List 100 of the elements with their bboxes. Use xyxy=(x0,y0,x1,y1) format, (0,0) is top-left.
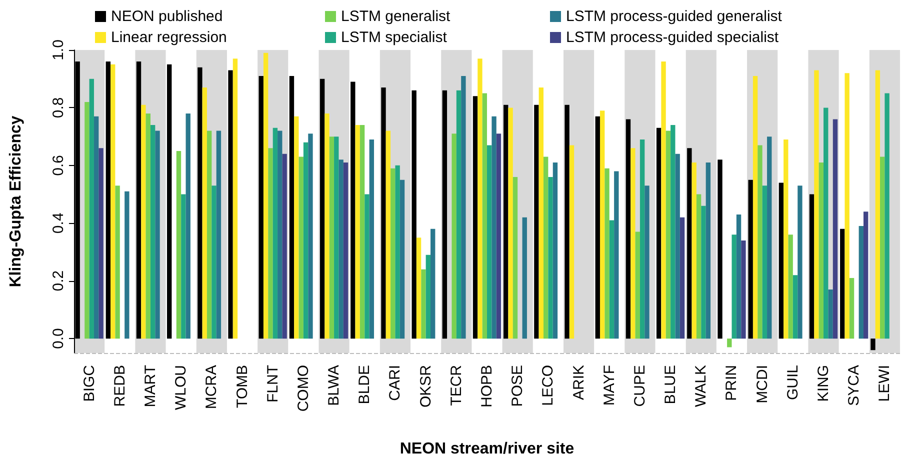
bar xyxy=(666,130,671,339)
x-tick-label: CARI xyxy=(386,365,404,401)
bar xyxy=(206,130,212,339)
bar xyxy=(644,186,650,339)
bar xyxy=(630,148,636,339)
bar xyxy=(792,275,798,339)
bar xyxy=(809,194,814,339)
bar xyxy=(198,67,202,339)
bar xyxy=(732,234,736,339)
bar xyxy=(814,70,819,339)
bar xyxy=(360,125,365,339)
bar xyxy=(832,119,838,339)
bar xyxy=(778,182,784,339)
bar xyxy=(212,186,216,339)
bar xyxy=(461,76,466,339)
bar xyxy=(426,254,431,339)
bar xyxy=(216,130,222,339)
y-axis-title: Kling-Gupta Efficiency xyxy=(8,116,24,288)
bar xyxy=(369,139,374,339)
x-tick-label: HOPB xyxy=(478,365,496,408)
bar xyxy=(228,70,233,339)
bar xyxy=(522,217,527,339)
bar xyxy=(640,139,645,339)
x-tick-label: GUIL xyxy=(784,365,802,400)
bar xyxy=(400,180,405,339)
bar xyxy=(844,73,850,339)
bar xyxy=(670,125,676,339)
x-tick-label: BLDE xyxy=(356,365,374,404)
y-tick-label: 1.0 xyxy=(50,40,67,60)
bar xyxy=(232,58,238,339)
bar xyxy=(343,162,348,339)
y-tick-label: 0.8 xyxy=(50,97,67,118)
bar xyxy=(680,217,685,339)
bar xyxy=(89,78,94,339)
bar xyxy=(395,165,400,339)
bar xyxy=(324,113,330,339)
bar xyxy=(124,191,130,339)
x-tick-label: REDB xyxy=(111,365,128,407)
x-tick-label: CUPE xyxy=(631,365,648,407)
bar xyxy=(430,228,436,339)
bar xyxy=(176,151,182,339)
x-tick-label: ARIK xyxy=(570,365,588,400)
x-tick-label: WLOU xyxy=(172,365,190,410)
bar xyxy=(884,93,890,339)
bar xyxy=(798,186,802,339)
bar xyxy=(784,139,788,339)
x-tick-label: KING xyxy=(815,365,832,402)
bar xyxy=(706,162,711,339)
bar xyxy=(146,113,150,339)
bar xyxy=(115,186,120,339)
x-tick-label: LEWI xyxy=(876,365,894,402)
bar xyxy=(548,176,553,339)
bar xyxy=(687,148,692,339)
x-tick-label: POSE xyxy=(509,365,526,407)
bar xyxy=(472,96,478,339)
bar xyxy=(758,145,762,339)
bar xyxy=(364,194,370,339)
x-tick-label: MCRA xyxy=(203,365,220,410)
bar xyxy=(329,136,334,339)
bar xyxy=(661,62,666,339)
bar xyxy=(692,162,696,339)
bar xyxy=(136,62,142,339)
bar xyxy=(298,156,304,339)
bar xyxy=(263,52,268,339)
bar xyxy=(840,228,845,339)
bar xyxy=(752,76,758,339)
x-tick-label: WALK xyxy=(692,365,710,407)
x-tick-label: OKSR xyxy=(417,364,434,408)
x-axis-title: NEON stream/river site xyxy=(400,440,574,458)
x-tick-label: BLUE xyxy=(662,365,680,404)
bar xyxy=(701,206,706,339)
bar xyxy=(569,145,574,339)
bar xyxy=(762,186,768,339)
bar xyxy=(818,162,824,339)
bar xyxy=(268,148,273,339)
bar xyxy=(870,338,876,350)
bar xyxy=(452,134,456,339)
x-tick-label: SYCA xyxy=(846,365,863,406)
bar xyxy=(320,78,325,339)
bar xyxy=(478,58,482,339)
bar xyxy=(338,160,344,339)
bar xyxy=(150,125,156,339)
bar xyxy=(508,108,513,339)
y-tick-label: 0.4 xyxy=(50,212,67,234)
bar xyxy=(788,234,793,339)
legend-label: LSTM specialist xyxy=(341,29,448,46)
bar xyxy=(355,125,360,339)
bar xyxy=(696,194,702,339)
bar xyxy=(482,93,487,339)
legend-label: Linear regression xyxy=(111,29,227,46)
bar xyxy=(294,116,299,339)
bar xyxy=(456,90,462,339)
bar xyxy=(487,145,492,339)
bar xyxy=(552,162,558,339)
bar xyxy=(849,278,854,339)
bar xyxy=(824,108,828,339)
bar xyxy=(727,338,732,348)
bar xyxy=(880,156,885,339)
bar xyxy=(167,64,172,339)
bar xyxy=(609,220,614,339)
